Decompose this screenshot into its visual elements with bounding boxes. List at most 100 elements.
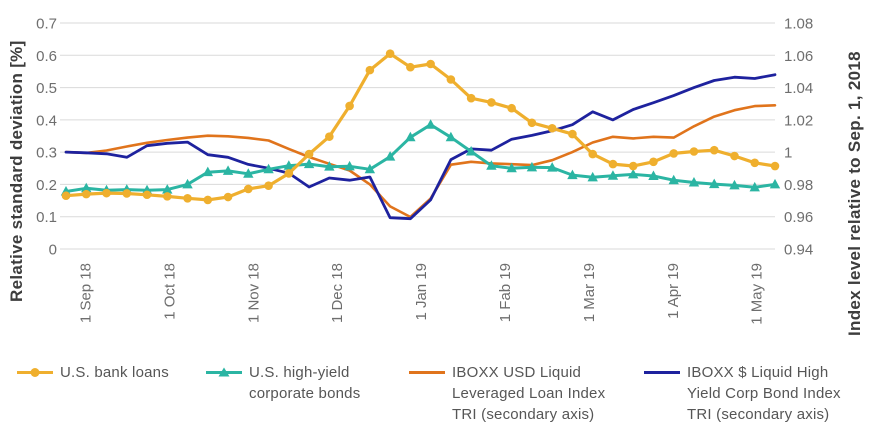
- left-axis-tick-label: 0.3: [36, 145, 57, 162]
- data-point-marker: [162, 192, 172, 201]
- legend-label-line: IBOXX USD Liquid: [452, 364, 582, 381]
- data-point-marker: [303, 158, 315, 169]
- left-axis-tick-label: 0.2: [36, 177, 57, 194]
- x-axis-tick-label: 1 Oct 18: [161, 263, 178, 320]
- x-axis-tick-label: 1 Mar 19: [581, 263, 598, 322]
- data-point-marker: [283, 160, 295, 170]
- data-point-marker: [649, 157, 658, 167]
- legend-label-line: U.S. high-yield: [249, 364, 350, 381]
- data-point-marker: [243, 168, 254, 178]
- legend-line-triangle-swatch: [206, 367, 242, 377]
- x-axis-tick-label: 1 Sep 18: [78, 263, 95, 323]
- left-axis-tick-label: 0.1: [36, 209, 57, 226]
- data-point-marker: [729, 179, 740, 190]
- x-axis-tick-label: 1 Fab 19: [497, 263, 514, 322]
- left-axis-title: Relative standard deviation [%]: [7, 40, 26, 302]
- data-point-marker: [325, 132, 334, 141]
- chart: 0 0.94 0.1 0.96 0.2 0.98 0.3 1 0.4 1.02 0.5 1.04 0.6…: [7, 16, 864, 337]
- right-axis-tick-label: 1.08: [784, 16, 813, 33]
- right-axis-tick-label: 0.98: [784, 177, 813, 194]
- x-axis-tick-label: 1 Nov 18: [245, 263, 262, 323]
- series-line-u-s-high-yield-corporate-bon: [64, 123, 777, 193]
- chart-canvas: 0 0.94 0.1 0.96 0.2 0.98 0.3 1 0.4 1.02 0.5 1.04 0.6…: [7, 16, 864, 337]
- data-point-marker: [648, 170, 659, 181]
- legend-item-2: U.S. high-yield corporate bonds: [205, 362, 360, 404]
- data-point-marker: [546, 162, 558, 172]
- legend-label-line: corporate bonds: [249, 385, 361, 402]
- data-point-marker: [81, 189, 91, 199]
- data-point-marker: [223, 192, 233, 202]
- data-point-marker: [709, 145, 719, 155]
- data-point-marker: [426, 59, 435, 69]
- data-point-marker: [345, 101, 354, 111]
- data-point-marker: [628, 168, 639, 179]
- data-point-marker: [709, 178, 720, 189]
- left-axis-tick-label: 0.6: [36, 48, 57, 65]
- series-line-iboxx-liquid-high-yield-corp: [64, 73, 777, 221]
- legend-item-1: U.S. bank loans: [16, 362, 169, 383]
- data-point-marker: [688, 176, 700, 187]
- data-point-marker: [222, 165, 234, 175]
- data-point-marker: [304, 149, 314, 159]
- data-point-marker: [384, 151, 396, 161]
- data-point-marker: [81, 182, 92, 193]
- data-point-marker: [182, 178, 193, 189]
- data-point-marker: [264, 181, 273, 191]
- legend-label: IBOXX USD Liquid Leveraged Loan Index TRI …: [452, 362, 605, 425]
- data-point-marker: [365, 65, 375, 75]
- legend-label-line: U.S. bank loans: [60, 364, 169, 381]
- data-point-marker: [568, 129, 577, 139]
- data-point-marker: [425, 119, 436, 129]
- data-point-marker: [183, 194, 192, 203]
- data-point-marker: [102, 188, 111, 198]
- right-axis-tick-label: 0.94: [784, 242, 813, 259]
- right-axis-title: Index level relative to Sep. 1, 2018: [845, 51, 864, 336]
- legend-label: U.S. bank loans: [60, 362, 169, 383]
- data-point-marker: [445, 131, 457, 142]
- data-point-marker: [506, 162, 517, 173]
- left-axis-tick-label: 0: [49, 242, 57, 259]
- data-point-marker: [567, 169, 578, 180]
- chart-legend: U.S. bank loans U.S. high-yield corporate …: [0, 356, 870, 444]
- gridlines: [60, 22, 775, 250]
- legend-label-line: Leveraged Loan Index: [452, 385, 606, 402]
- data-point-marker: [487, 98, 496, 107]
- left-axis-tick-label: 0.5: [36, 80, 57, 97]
- data-point-marker: [669, 149, 679, 158]
- right-axis-tick-label: 1.06: [784, 48, 813, 65]
- data-point-marker: [466, 93, 476, 103]
- data-point-marker: [364, 163, 376, 174]
- data-point-marker: [263, 163, 274, 174]
- data-point-marker: [284, 169, 294, 178]
- data-point-marker: [608, 159, 618, 169]
- left-axis-tick-label: 0.4: [36, 112, 57, 129]
- data-point-marker: [406, 62, 415, 72]
- data-point-marker: [344, 160, 355, 171]
- data-point-marker: [526, 161, 538, 172]
- data-point-marker: [385, 49, 395, 58]
- data-point-marker: [587, 171, 598, 182]
- right-axis-tick-label: 1.02: [784, 112, 813, 129]
- data-point-marker: [507, 103, 516, 113]
- data-point-marker: [486, 160, 497, 170]
- axis-tick-labels: 0 0.94 0.1 0.96 0.2 0.98 0.3 1 0.4 1.02 0.5 1.04 0.6…: [36, 16, 813, 325]
- legend-label-line: TRI (secondary axis): [452, 406, 595, 423]
- data-point-marker: [689, 147, 699, 156]
- data-point-marker: [750, 158, 760, 168]
- data-point-marker: [324, 161, 335, 171]
- right-axis-tick-label: 0.96: [784, 209, 813, 226]
- x-axis-tick-label: 1 Jan 19: [413, 263, 430, 321]
- series-lines: [60, 49, 781, 221]
- right-axis-tick-label: 1: [784, 145, 792, 162]
- x-axis-tick-label: 1 Dec 18: [329, 263, 346, 323]
- legend-label: U.S. high-yield corporate bonds: [249, 362, 360, 404]
- data-point-marker: [668, 174, 679, 185]
- right-axis-tick-label: 1.04: [784, 80, 813, 97]
- legend-line-swatch: [644, 371, 680, 374]
- data-point-marker: [588, 149, 597, 159]
- x-axis-tick-label: 1 Apr 19: [665, 263, 682, 319]
- data-point-marker: [122, 189, 132, 198]
- legend-line-circle-swatch: [17, 368, 53, 377]
- data-point-marker: [607, 170, 619, 180]
- data-point-marker: [162, 184, 173, 194]
